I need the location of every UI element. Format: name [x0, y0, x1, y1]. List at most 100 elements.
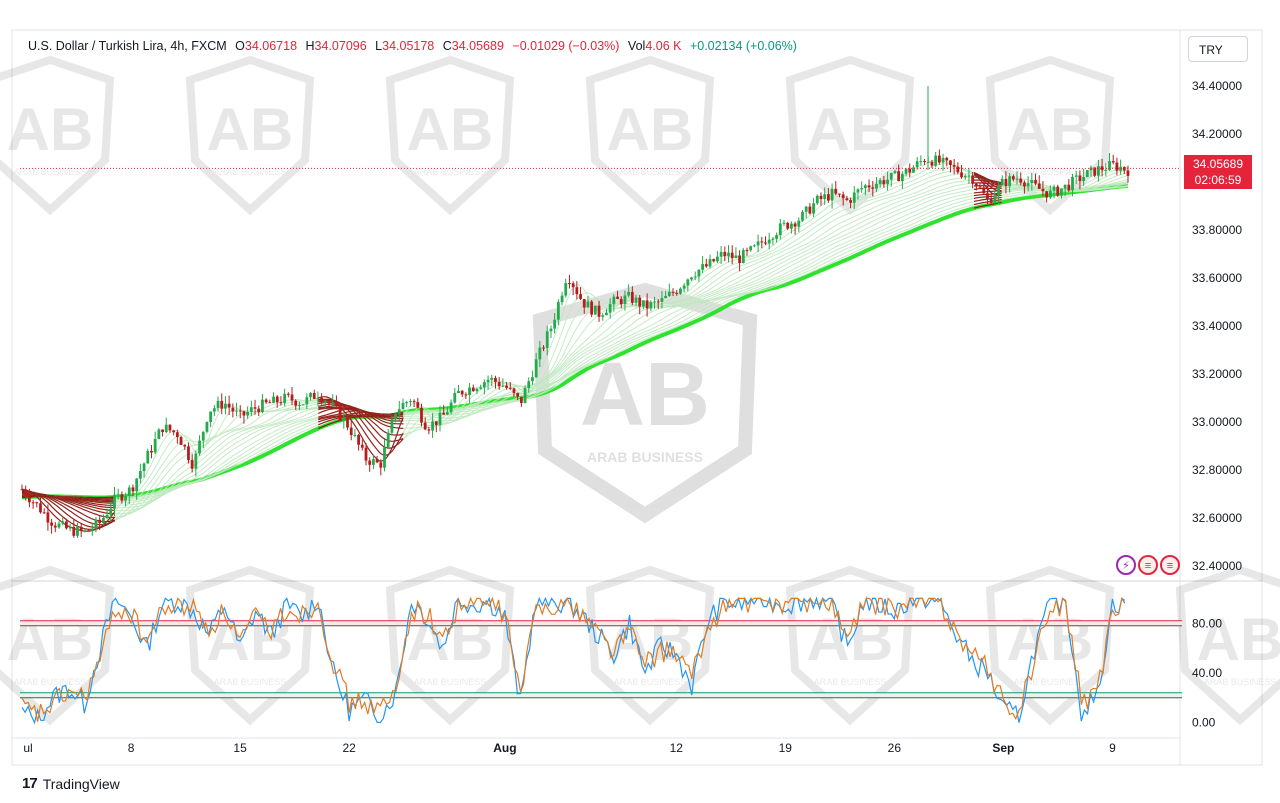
symbol-legend[interactable]: U.S. Dollar / Turkish Lira, 4h, FXCM O34…: [28, 39, 802, 53]
candle-body: [246, 411, 250, 416]
candle-body: [900, 173, 904, 182]
candle-body: [560, 295, 564, 303]
watermark-text: ARAB BUSINESS: [814, 167, 887, 177]
candle-body: [35, 502, 39, 504]
bar-countdown: 02:06:59: [1194, 173, 1242, 187]
candle-body: [64, 521, 68, 529]
candle-body: [949, 160, 952, 166]
candle-body: [838, 193, 841, 195]
candle-body: [460, 390, 464, 395]
candle-body: [1008, 176, 1012, 186]
candle-body: [967, 175, 971, 177]
price-tick-label: 33.60000: [1192, 271, 1242, 285]
candle-body: [889, 172, 893, 180]
candle-body: [360, 444, 364, 448]
lightning-icon[interactable]: ⚡: [1116, 555, 1136, 575]
candle-body: [675, 292, 679, 294]
candle-body: [405, 402, 409, 404]
candle-body: [823, 194, 827, 199]
candle-body: [1015, 178, 1019, 180]
candle-body: [826, 194, 830, 201]
candle-body: [127, 487, 131, 496]
candle-body: [690, 277, 693, 280]
candle-body: [194, 453, 198, 469]
candle-body: [627, 291, 631, 296]
candle-body: [508, 387, 512, 389]
candle-body: [397, 409, 401, 414]
time-tick-label: 12: [670, 741, 684, 755]
time-tick-label: 8: [128, 741, 135, 755]
candle-body: [830, 188, 834, 201]
ma-ribbon-line: [21, 169, 1129, 526]
ohlc-low: L34.05178: [375, 39, 435, 53]
candle-body: [90, 528, 94, 531]
candle-body: [445, 412, 449, 415]
candle-body: [919, 161, 923, 163]
candle-body: [849, 200, 852, 203]
candle-body: [349, 427, 353, 436]
last-price-tag: 34.05689 02:06:59: [1184, 155, 1252, 189]
watermark-shield: [385, 565, 515, 726]
candle-body: [497, 382, 501, 387]
last-price-value: 34.05689: [1192, 157, 1244, 171]
candle-body: [767, 239, 771, 244]
candle-body: [519, 396, 523, 404]
candle-body: [386, 432, 390, 448]
candle-body: [220, 400, 224, 409]
candle-body: [305, 397, 309, 405]
watermark-text: ARAB BUSINESS: [414, 677, 487, 687]
candle-body: [79, 526, 83, 531]
candle-body: [941, 157, 945, 163]
watermark-monogram: AB: [1197, 606, 1280, 673]
candle-body: [501, 385, 505, 387]
candle-body: [630, 291, 634, 303]
ohlc-open: O34.06718: [235, 39, 298, 53]
candle-body: [556, 302, 560, 320]
candle-body: [586, 301, 590, 308]
candle-body: [138, 471, 142, 479]
watermark-text: ARAB BUSINESS: [614, 677, 687, 687]
watermark-text: ARAB BUSINESS: [414, 167, 487, 177]
ma-ribbon-line: [21, 166, 1129, 528]
candle-body: [934, 155, 938, 166]
candle-body: [1023, 182, 1026, 187]
us-flag-icon[interactable]: ≡: [1160, 555, 1180, 575]
candle-body: [915, 161, 919, 168]
candle-body: [956, 166, 960, 173]
candle-body: [449, 402, 453, 413]
ma-ribbon-bear-line: [973, 182, 1002, 185]
candle-body: [568, 283, 571, 285]
candle-body: [198, 440, 201, 454]
watermark-shield-large: [532, 282, 758, 524]
watermark-monogram: AB: [1007, 96, 1094, 163]
candle-body: [845, 198, 849, 201]
candle-body: [997, 185, 1000, 196]
tradingview-footer[interactable]: 17 TradingView: [22, 775, 120, 792]
candle-body: [730, 252, 734, 259]
candle-body: [852, 192, 856, 203]
candle-body: [1071, 176, 1074, 191]
oversold-band: [20, 692, 1182, 698]
candle-body: [331, 402, 335, 404]
candle-body: [172, 430, 176, 433]
ma-ribbon-line: [21, 182, 1129, 509]
us-flag-icon[interactable]: ≡: [1138, 555, 1158, 575]
candle-body: [113, 494, 116, 509]
candle-body: [542, 347, 545, 349]
time-tick-label: Sep: [992, 741, 1014, 755]
candle-body: [1060, 188, 1063, 196]
candle-body: [601, 315, 605, 317]
candle-body: [383, 447, 386, 468]
watermark-shield: [985, 55, 1115, 216]
currency-button[interactable]: TRY: [1188, 36, 1248, 62]
candle-body: [494, 377, 497, 383]
candle-body: [375, 459, 379, 463]
candle-body: [656, 301, 660, 303]
candle-body: [249, 407, 253, 412]
price-change: −0.01029 (−0.03%): [512, 39, 620, 53]
event-icons[interactable]: ⚡ ≡ ≡: [1116, 555, 1182, 575]
candle-body: [667, 291, 671, 296]
price-tick-label: 34.20000: [1192, 127, 1242, 141]
